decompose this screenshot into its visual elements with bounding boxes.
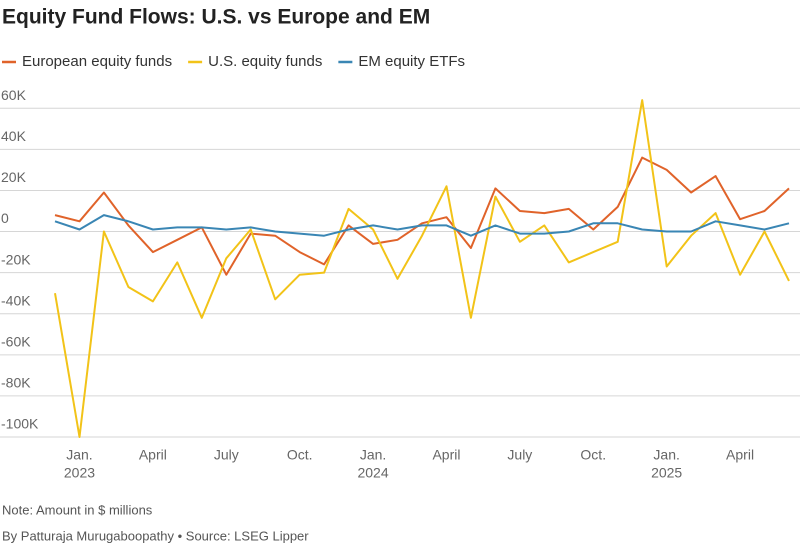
- y-tick-label: 0: [1, 210, 9, 226]
- x-tick-label: Jan.: [653, 447, 679, 463]
- x-tick-label: Oct.: [580, 447, 606, 463]
- source: By Patturaja Murugaboopathy • Source: LS…: [2, 528, 309, 543]
- x-tick-label: Jan.: [360, 447, 386, 463]
- legend-label: EM equity ETFs: [358, 53, 465, 70]
- chart-title: Equity Fund Flows: U.S. vs Europe and EM: [2, 6, 430, 29]
- x-tick-label: April: [432, 447, 460, 463]
- x-year-label: 2024: [357, 465, 388, 481]
- y-tick-label: 60K: [1, 87, 27, 103]
- y-tick-label: -100K: [1, 416, 39, 432]
- x-tick-label: July: [214, 447, 239, 463]
- x-tick-label: Jan.: [66, 447, 92, 463]
- y-tick-label: -40K: [1, 292, 31, 308]
- x-tick-label: July: [507, 447, 532, 463]
- y-tick-label: 20K: [1, 169, 27, 185]
- series-line: [54, 99, 790, 438]
- y-tick-label: -20K: [1, 251, 31, 267]
- x-tick-label: April: [726, 447, 754, 463]
- series-line: [54, 156, 790, 276]
- x-tick-label: Oct.: [287, 447, 313, 463]
- x-tick-label: April: [139, 447, 167, 463]
- x-year-label: 2023: [64, 465, 95, 481]
- legend-label: European equity funds: [22, 53, 172, 70]
- y-tick-label: -80K: [1, 375, 31, 391]
- note: Note: Amount in $ millions: [2, 502, 153, 517]
- x-year-label: 2025: [651, 465, 682, 481]
- y-tick-label: -60K: [1, 334, 31, 350]
- y-tick-label: 40K: [1, 128, 27, 144]
- legend-label: U.S. equity funds: [208, 53, 322, 70]
- series-line: [54, 214, 790, 237]
